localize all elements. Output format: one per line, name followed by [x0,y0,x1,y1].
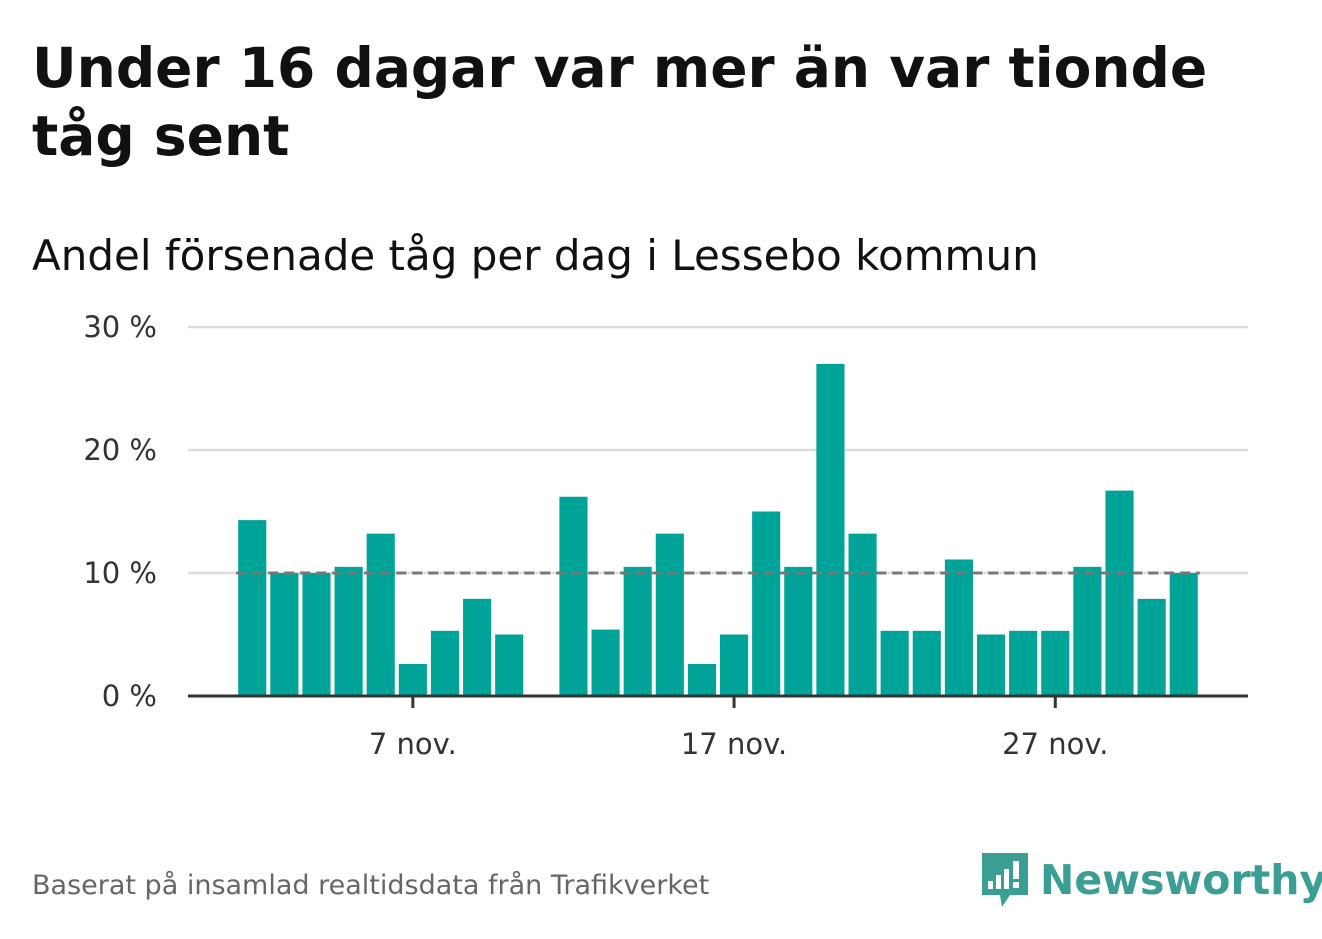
bar [430,630,460,696]
bar [720,634,749,696]
x-axis [188,694,1248,708]
chart-subtitle: Andel försenade tåg per dag i Lessebo ko… [32,231,1039,280]
y-tick-label: 30 % [83,310,157,344]
bar [1137,598,1166,696]
axis-labels: 0 % 10 % 20 % 30 % 7 nov. 17 nov. 27 nov. [83,310,1108,761]
bar [1169,573,1198,696]
bars [238,363,1198,696]
chart-title: Under 16 dagar var mer än var tionde tåg… [32,36,1208,168]
bar [1009,630,1038,696]
bar [944,559,973,696]
bar [495,634,524,696]
bar-chart: 0 % 10 % 20 % 30 % 7 nov. 17 nov. 27 nov. [83,310,1248,761]
bar [463,598,492,696]
bar [912,630,941,696]
bar [976,634,1006,696]
newsworthy-logo: Newsworthy [980,850,1322,910]
newsworthy-logo-icon [982,853,1028,907]
bar [848,533,877,696]
x-tick-label: 7 nov. [369,727,457,761]
bar [398,664,427,696]
bar [591,629,620,696]
x-tick-label: 17 nov. [681,727,787,761]
x-tick-label: 27 nov. [1002,727,1108,761]
bar [752,511,781,696]
y-tick-label: 10 % [83,556,157,590]
bar [880,630,909,696]
bar [1105,490,1134,696]
bar [687,664,716,696]
bar [238,520,267,696]
bar [302,573,331,696]
gridlines [188,325,1248,575]
y-tick-label: 20 % [83,433,157,467]
bar [655,533,684,696]
bar [1073,566,1102,696]
bar [559,496,588,696]
bar [1041,630,1070,696]
bar [334,566,363,696]
y-tick-label: 0 % [102,679,157,713]
bar [366,533,395,696]
brand-name: Newsworthy [1040,856,1322,904]
bar [816,363,845,696]
source-note: Baserat på insamlad realtidsdata från Tr… [32,870,710,901]
bar [270,573,299,696]
bar [623,566,652,696]
bar [784,566,813,696]
